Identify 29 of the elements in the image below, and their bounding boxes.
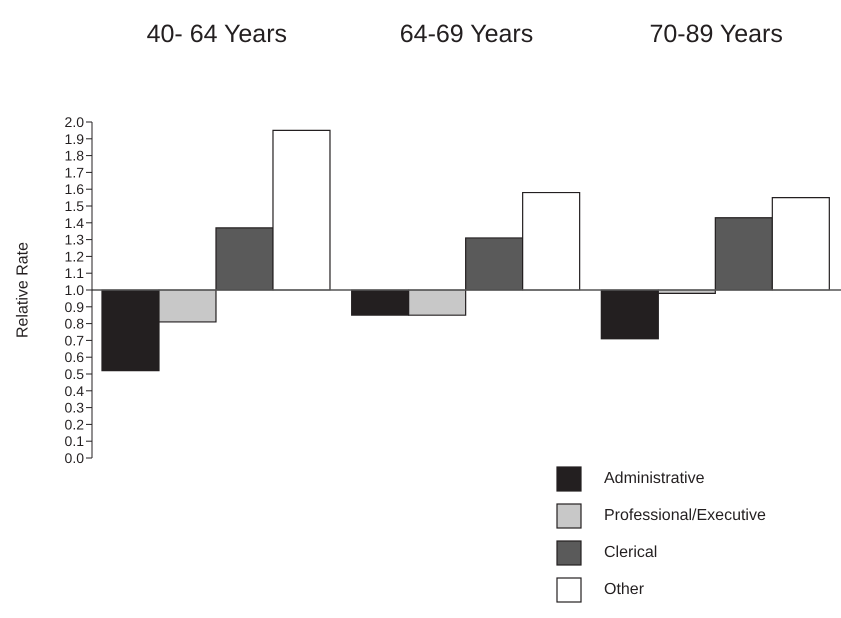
- y-tick-label: 1.8: [64, 148, 84, 164]
- y-tick-label: 0.6: [64, 349, 84, 366]
- x-tick-label: 70-89 Years: [649, 20, 783, 48]
- y-tick-label: 1.3: [64, 232, 84, 248]
- y-tick-label: 1.5: [64, 198, 84, 214]
- legend-label: Administrative: [604, 470, 704, 488]
- y-tick-label: 1.7: [64, 164, 84, 180]
- legend-label: Clerical: [604, 544, 658, 562]
- y-tick-label: 0.4: [64, 382, 84, 399]
- y-tick-label: 0.2: [64, 416, 84, 432]
- y-tick-label: 0.0: [64, 450, 84, 466]
- y-tick-label: 0.8: [64, 316, 84, 332]
- y-axis-title: Relative Rate: [14, 242, 32, 338]
- y-tick-label: 1.4: [64, 214, 84, 231]
- legend-label: Other: [604, 580, 644, 598]
- y-tick-label: 0.9: [64, 298, 84, 315]
- y-tick-label: 0.5: [64, 366, 84, 382]
- y-tick-label: 2.0: [64, 114, 84, 130]
- legend-label: Professional/Executive: [604, 506, 766, 524]
- y-tick-label: 0.3: [64, 400, 84, 416]
- y-tick-label: 1.9: [64, 130, 84, 147]
- y-tick-label: 1.1: [64, 265, 84, 282]
- x-tick-label: 40- 64 Years: [146, 20, 288, 48]
- y-tick-label: 0.1: [64, 433, 84, 450]
- y-tick-label: 0.7: [64, 332, 84, 348]
- y-tick-label: 1.6: [64, 181, 84, 198]
- y-tick-label: 1.2: [64, 248, 84, 264]
- y-tick-label: 1.0: [64, 282, 84, 298]
- x-tick-label: 64-69 Years: [400, 20, 534, 48]
